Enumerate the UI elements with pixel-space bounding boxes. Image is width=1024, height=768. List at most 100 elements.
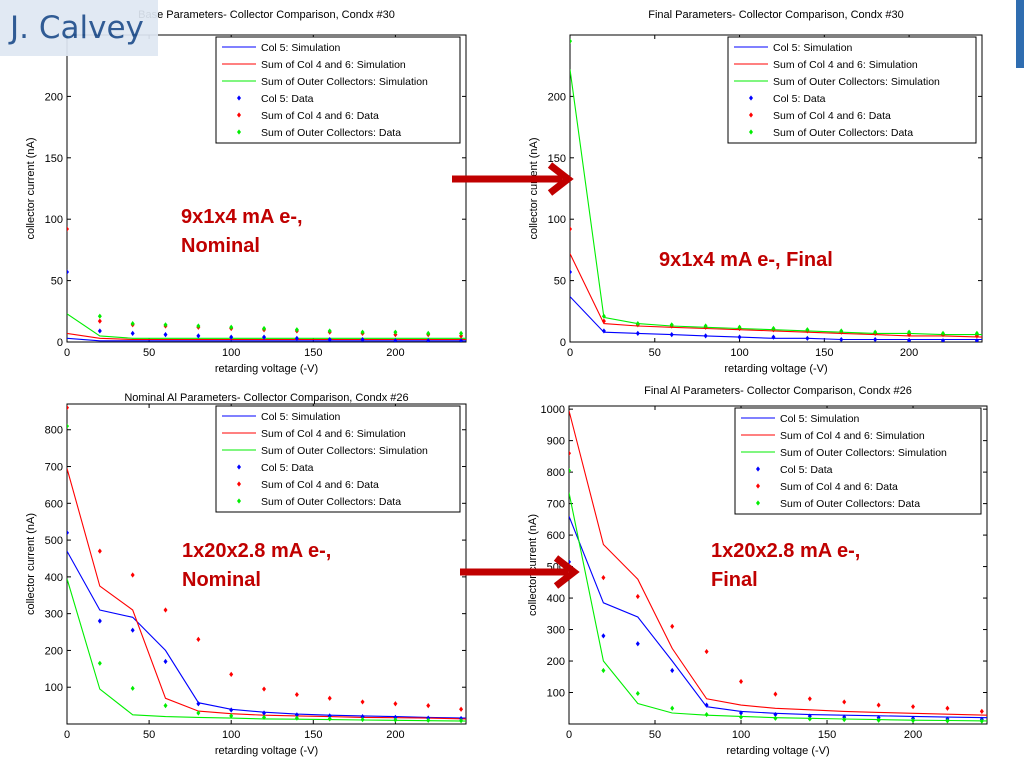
data-point [569, 559, 571, 565]
data-point [907, 338, 912, 342]
data-point [327, 695, 332, 701]
data-point [945, 718, 950, 724]
data-point [805, 327, 810, 333]
legend-marker-swatch [237, 498, 241, 504]
data-point [459, 338, 464, 342]
data-point [360, 336, 365, 342]
x-tick-label: 50 [649, 729, 661, 741]
author-label: J. Calvey [0, 0, 158, 56]
data-point [360, 716, 365, 723]
data-point [294, 691, 299, 698]
data-point [360, 329, 365, 335]
legend-entry: Sum of Outer Collectors: Simulation [261, 76, 428, 88]
y-tick-label: 600 [45, 498, 63, 510]
data-point [327, 713, 332, 719]
data-point [839, 336, 844, 342]
data-point [262, 710, 267, 716]
y-tick-label: 300 [45, 609, 63, 621]
x-tick-label: 200 [386, 729, 404, 741]
y-tick-label: 100 [45, 214, 63, 226]
data-point [327, 716, 332, 722]
x-tick-label: 150 [815, 347, 833, 359]
y-tick-label: 1000 [541, 404, 565, 416]
x-tick-label: 200 [904, 729, 922, 741]
data-point [569, 467, 571, 474]
legend-entry: Sum of Col 4 and 6: Data [261, 110, 379, 122]
legend-marker-swatch [237, 95, 241, 101]
y-tick-label: 200 [45, 91, 63, 103]
data-point [974, 330, 979, 337]
legend-entry: Sum of Outer Collectors: Simulation [773, 76, 940, 88]
y-tick-label: 300 [547, 625, 565, 637]
y-axis-label: collector current (nA) [527, 514, 539, 616]
legend-marker-swatch [749, 129, 753, 135]
data-point [739, 710, 744, 716]
data-point [739, 714, 744, 720]
data-point [196, 636, 201, 643]
legend-marker-swatch [756, 500, 760, 506]
data-point [67, 423, 69, 429]
legend-box [215, 405, 461, 513]
arrow-bottom [460, 555, 580, 589]
data-point [635, 641, 640, 647]
chart-title: Base Parameters- Collector Comparison, C… [138, 9, 395, 21]
x-tick-label: 0 [64, 347, 70, 359]
x-tick-label: 0 [567, 347, 573, 359]
chart-title: Final Al Parameters- Collector Compariso… [644, 385, 912, 397]
y-tick-label: 200 [45, 645, 63, 657]
data-point [945, 705, 950, 711]
data-point [771, 325, 776, 332]
data-point [601, 328, 606, 334]
slide-edge-decoration [1016, 0, 1024, 68]
legend-entry: Sum of Outer Collectors: Data [261, 496, 401, 508]
data-point [805, 335, 810, 341]
arrow-top-head [547, 162, 574, 196]
data-point [67, 269, 69, 275]
x-axis-label: retarding voltage (-V) [215, 363, 318, 375]
chart-bottom-right: Final Al Parameters- Collector Compariso… [527, 385, 988, 757]
legend-entry: Col 5: Data [261, 462, 314, 474]
data-point [979, 708, 984, 715]
legend-entry: Col 5: Data [773, 93, 826, 105]
y-tick-label: 200 [547, 656, 565, 668]
data-point [459, 330, 464, 337]
data-point [196, 701, 201, 707]
data-point [876, 702, 881, 708]
data-point [739, 678, 744, 685]
annotation-top-right: 9x1x4 mA e-, Final [659, 249, 833, 271]
data-point [196, 333, 201, 339]
x-tick-label: 150 [304, 729, 322, 741]
data-point [941, 338, 946, 342]
legend-entry: Sum of Col 4 and 6: Data [773, 110, 891, 122]
data-point [873, 329, 878, 335]
legend-entry: Col 5: Simulation [773, 42, 853, 54]
data-point [327, 336, 332, 342]
x-tick-label: 200 [386, 347, 404, 359]
data-point [907, 329, 912, 335]
data-point [635, 593, 640, 600]
legend-entry: Col 5: Simulation [261, 411, 341, 423]
legend-entry: Sum of Outer Collectors: Data [773, 127, 913, 139]
data-point [196, 710, 201, 716]
legend-box [215, 36, 461, 144]
y-tick-label: 50 [51, 276, 63, 288]
data-point [294, 715, 299, 721]
data-point [229, 334, 234, 340]
data-point [873, 336, 878, 342]
data-point [130, 330, 135, 337]
data-point [426, 703, 431, 709]
data-point [737, 324, 742, 330]
legend-marker-swatch [237, 481, 241, 487]
series-line [569, 410, 987, 716]
legend-box [727, 36, 977, 144]
chart-top-left: Base Parameters- Collector Comparison, C… [25, 9, 467, 375]
data-point [393, 717, 398, 723]
data-point [570, 226, 572, 232]
data-point [163, 322, 168, 328]
y-tick-label: 700 [45, 462, 63, 474]
y-tick-label: 900 [547, 436, 565, 448]
data-point [360, 699, 365, 705]
y-axis-label: collector current (nA) [25, 513, 37, 615]
y-tick-label: 150 [548, 153, 566, 165]
y-axis-label: collector current (nA) [528, 137, 540, 239]
